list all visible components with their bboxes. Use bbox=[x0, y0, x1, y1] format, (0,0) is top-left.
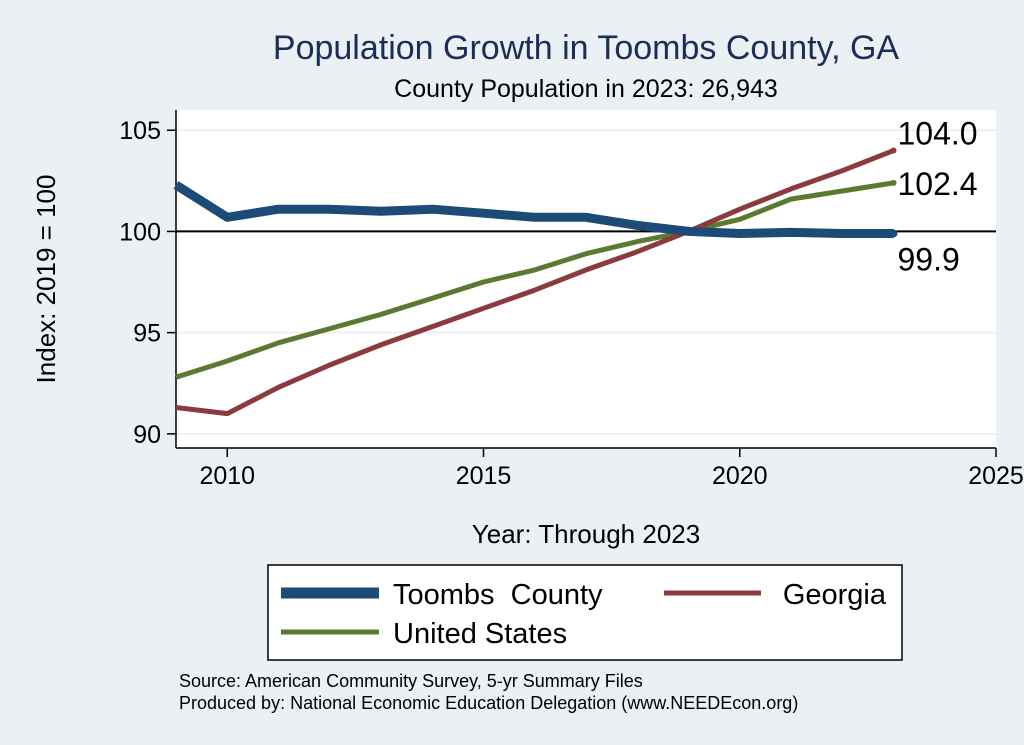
source-note: Source: American Community Survey, 5-yr … bbox=[179, 671, 643, 691]
series-line-toombs-county bbox=[173, 181, 894, 238]
chart-title: Population Growth in Toombs County, GA bbox=[273, 29, 900, 67]
legend-label-toombs: Toombs County bbox=[393, 579, 603, 611]
legend-label-us: United States bbox=[393, 618, 567, 650]
legend-label-georgia: Georgia bbox=[783, 579, 887, 611]
end-labels: 104.0 102.4 99.9 bbox=[898, 115, 978, 277]
x-tick-label: 2025 bbox=[968, 462, 1024, 490]
series-line-georgia bbox=[175, 148, 895, 417]
y-tick-label: 90 bbox=[133, 421, 161, 449]
y-axis-label: Index: 2019 = 100 bbox=[31, 175, 61, 384]
series-lines bbox=[173, 147, 898, 417]
y-tick-label: 105 bbox=[119, 117, 161, 145]
end-label-toombs-county: 99.9 bbox=[898, 241, 960, 277]
x-tick-label: 2015 bbox=[456, 462, 512, 490]
y-tick-label: 100 bbox=[119, 218, 161, 246]
y-axis: 90 95 100 105 bbox=[119, 110, 177, 449]
x-axis: 2010 2015 2020 2025 bbox=[176, 447, 1024, 490]
y-tick-label: 95 bbox=[133, 320, 161, 348]
series-line-united-states bbox=[175, 180, 894, 380]
chart-subtitle: County Population in 2023: 26,943 bbox=[394, 75, 778, 103]
series-line-united-states-endpoint bbox=[890, 179, 897, 186]
series-line-georgia-endpoint bbox=[890, 147, 897, 154]
x-axis-label: Year: Through 2023 bbox=[472, 519, 700, 549]
end-label-georgia: 104.0 bbox=[898, 115, 978, 151]
legend-box bbox=[267, 564, 903, 661]
x-tick-label: 2010 bbox=[199, 462, 255, 490]
x-tick-label: 2020 bbox=[712, 462, 768, 490]
produced-by-note: Produced by: National Economic Education… bbox=[179, 693, 798, 713]
legend: Toombs County Georgia United States bbox=[267, 564, 903, 661]
end-label-united-states: 102.4 bbox=[898, 166, 978, 202]
series-line-toombs-county-endpoint bbox=[889, 229, 898, 238]
